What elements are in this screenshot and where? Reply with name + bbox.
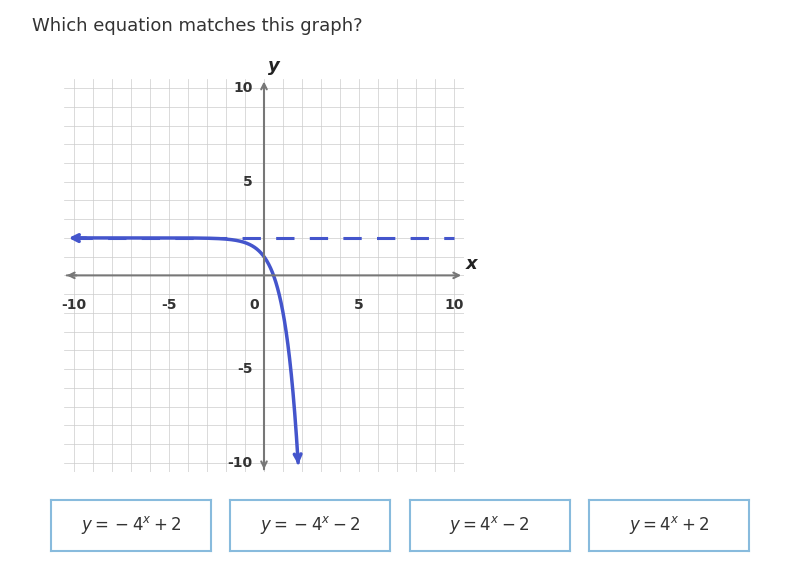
Text: 5: 5 (354, 298, 364, 312)
Text: $y = -4^x + 2$: $y = -4^x + 2$ (81, 514, 182, 537)
Text: x: x (466, 255, 478, 273)
Text: 10: 10 (233, 81, 253, 95)
Text: Which equation matches this graph?: Which equation matches this graph? (32, 17, 362, 35)
Text: $y = 4^x - 2$: $y = 4^x - 2$ (450, 514, 530, 537)
Text: $y = -4^x - 2$: $y = -4^x - 2$ (260, 514, 361, 537)
Text: $y = 4^x + 2$: $y = 4^x + 2$ (629, 514, 709, 537)
Text: 5: 5 (243, 175, 253, 189)
Text: -10: -10 (227, 456, 253, 470)
Text: 10: 10 (445, 298, 464, 312)
Text: -5: -5 (237, 362, 253, 376)
Text: y: y (268, 57, 279, 75)
Text: -10: -10 (61, 298, 86, 312)
Text: 0: 0 (250, 298, 259, 312)
Text: -5: -5 (161, 298, 177, 312)
